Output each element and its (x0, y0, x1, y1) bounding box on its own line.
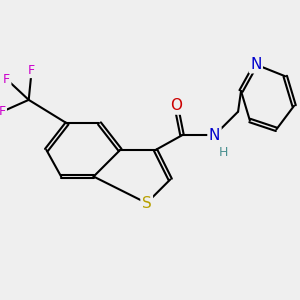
Text: N: N (250, 57, 262, 72)
Text: S: S (142, 196, 152, 211)
Text: F: F (3, 73, 10, 86)
Text: N: N (209, 128, 220, 143)
Text: O: O (170, 98, 182, 113)
Text: F: F (0, 105, 6, 118)
Text: H: H (219, 146, 228, 159)
Text: F: F (28, 64, 35, 77)
